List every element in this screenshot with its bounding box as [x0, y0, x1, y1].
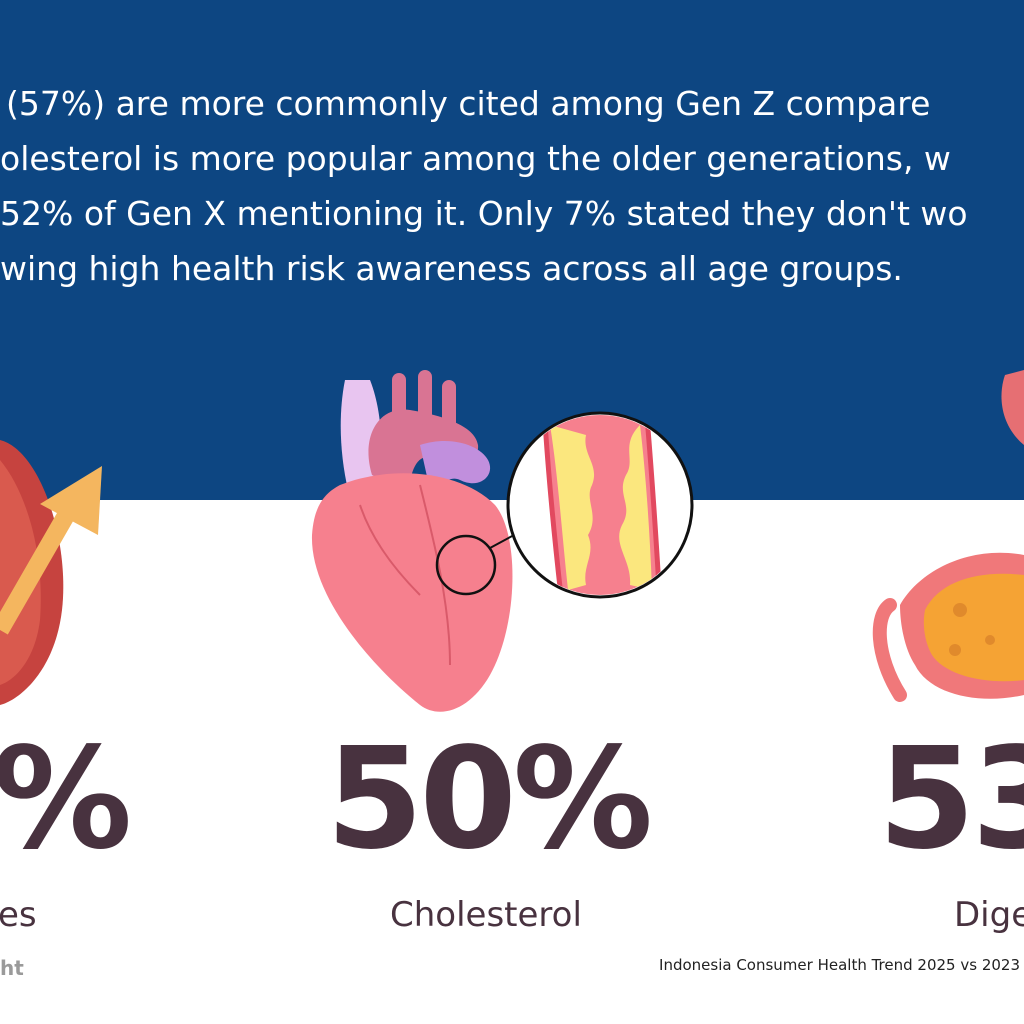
brand-text-partial: ht: [0, 956, 24, 980]
intro-paragraph: (57%) are more commonly cited among Gen …: [0, 76, 1024, 306]
stat-label-1: es: [0, 895, 37, 935]
intro-line-3: 52% of Gen X mentioning it. Only 7% stat…: [0, 194, 968, 233]
source-caption: Indonesia Consumer Health Trend 2025 vs …: [659, 956, 1020, 974]
heart-cholesterol-icon: [311, 370, 694, 712]
stat-value-1: %: [0, 718, 132, 881]
intro-line-1: (57%) are more commonly cited among Gen …: [6, 84, 931, 123]
stat-label-3: Dige: [954, 895, 1024, 935]
intro-line-4: wing high health risk awareness across a…: [0, 249, 903, 288]
intro-line-2: olesterol is more popular among the olde…: [0, 139, 951, 178]
stat-value-2: 50%: [326, 718, 653, 881]
stat-value-3: 53: [878, 718, 1024, 881]
stomach-icon: [872, 370, 1024, 702]
header-band: [0, 0, 1024, 500]
stat-label-2: Cholesterol: [390, 895, 582, 935]
heart-arrow-icon: [0, 440, 102, 705]
